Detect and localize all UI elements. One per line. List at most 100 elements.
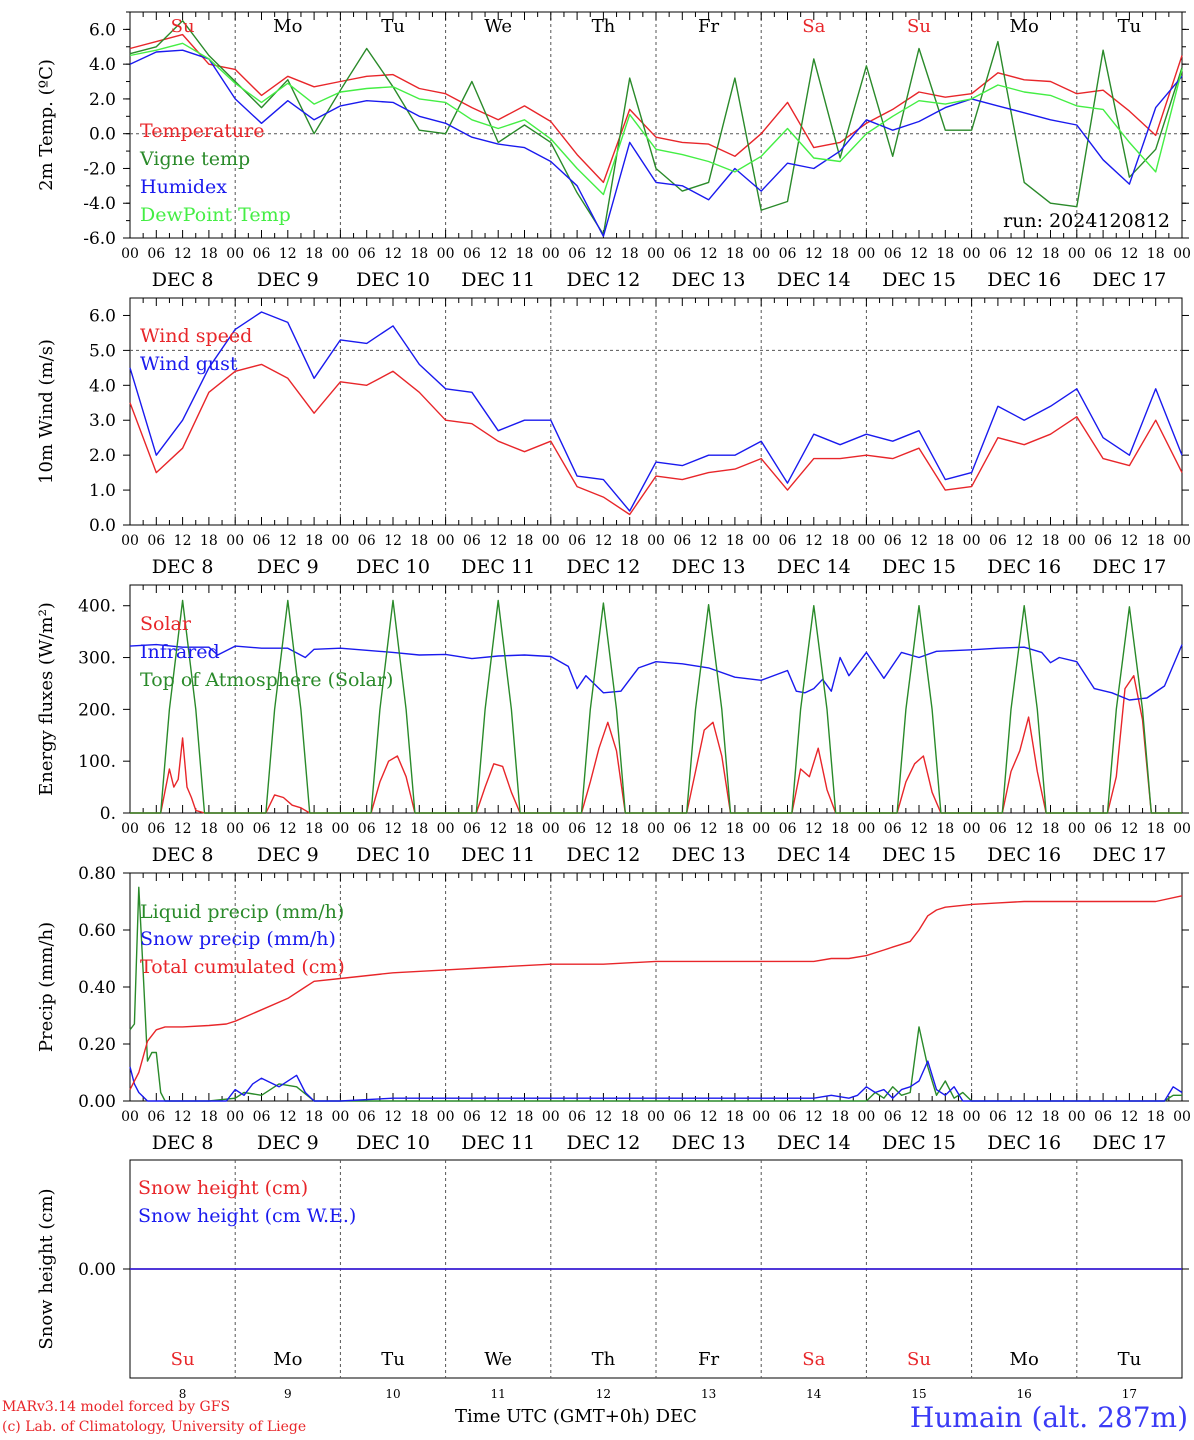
date-label: DEC 8 xyxy=(152,1132,214,1154)
x-axis-month: DEC xyxy=(655,1406,697,1427)
day-number: 12 xyxy=(596,1387,611,1401)
weekday-label: Sa xyxy=(802,1349,825,1370)
date-label: DEC 11 xyxy=(461,1132,535,1154)
hour-tick-label: 12 xyxy=(1015,821,1033,837)
hour-tick-label: 06 xyxy=(989,533,1007,549)
hour-tick-label: 06 xyxy=(463,246,481,262)
y-tick-label: 5.0 xyxy=(89,341,116,361)
hour-tick-label: 06 xyxy=(568,533,586,549)
date-label: DEC 17 xyxy=(1092,269,1166,291)
hour-tick-label: 18 xyxy=(410,246,428,262)
date-label: DEC 15 xyxy=(882,1132,956,1154)
y-tick-label: 4.0 xyxy=(89,376,116,396)
date-label: DEC 9 xyxy=(257,556,319,578)
hour-tick-label: 00 xyxy=(121,821,139,837)
hour-tick-label: 18 xyxy=(621,533,639,549)
date-label: DEC 12 xyxy=(566,269,640,291)
legend-entry: Liquid precip (mm/h) xyxy=(140,901,344,923)
date-label: DEC 13 xyxy=(672,1132,746,1154)
hour-tick-label: 12 xyxy=(174,533,192,549)
date-label: DEC 10 xyxy=(356,1132,430,1154)
date-label: DEC 14 xyxy=(777,269,851,291)
date-label: DEC 11 xyxy=(461,844,535,866)
hour-tick-label: 18 xyxy=(831,821,849,837)
hour-tick-label: 18 xyxy=(200,533,218,549)
date-label: DEC 14 xyxy=(777,1132,851,1154)
hour-tick-label: 12 xyxy=(594,533,612,549)
legend-entry: Wind speed xyxy=(140,325,252,347)
hour-tick-label: 06 xyxy=(884,1109,902,1125)
day-number: 16 xyxy=(1017,1387,1032,1401)
hour-tick-label: 12 xyxy=(384,1109,402,1125)
hour-tick-label: 18 xyxy=(410,533,428,549)
hour-tick-label: 18 xyxy=(200,821,218,837)
hour-tick-label: 18 xyxy=(1147,246,1165,262)
hour-tick-label: 18 xyxy=(410,821,428,837)
hour-tick-label: 00 xyxy=(647,533,665,549)
hour-tick-label: 12 xyxy=(1120,821,1138,837)
hour-tick-label: 12 xyxy=(910,533,928,549)
hour-tick-label: 18 xyxy=(726,246,744,262)
hour-tick-label: 00 xyxy=(542,821,560,837)
hour-tick-label: 12 xyxy=(384,246,402,262)
hour-tick-label: 00 xyxy=(542,1109,560,1125)
hour-tick-label: 06 xyxy=(673,1109,691,1125)
hour-tick-label: 18 xyxy=(936,533,954,549)
y-tick-label: 200. xyxy=(78,700,116,720)
x-axis-title: Time UTC (GMT+0h) DEC xyxy=(455,1406,697,1427)
hour-tick-label: 06 xyxy=(253,821,271,837)
hour-tick-label: 06 xyxy=(884,821,902,837)
hour-tick-label: 06 xyxy=(884,246,902,262)
date-label: DEC 8 xyxy=(152,269,214,291)
y-tick-label: 0. xyxy=(100,804,116,824)
hour-tick-label: 12 xyxy=(384,533,402,549)
hour-tick-label: 00 xyxy=(1173,1109,1191,1125)
date-label: DEC 17 xyxy=(1092,844,1166,866)
legend-entry: Infrared xyxy=(140,641,220,663)
hour-tick-label: 00 xyxy=(121,533,139,549)
y-tick-label: 0.0 xyxy=(89,516,116,536)
date-label: DEC 17 xyxy=(1092,1132,1166,1154)
hour-tick-label: 06 xyxy=(673,821,691,837)
date-label: DEC 11 xyxy=(461,269,535,291)
series-line-temperature xyxy=(129,33,1183,184)
hour-tick-label: 00 xyxy=(226,1109,244,1125)
hour-tick-label: 00 xyxy=(437,533,455,549)
hour-tick-label: 18 xyxy=(305,533,323,549)
run-label: run: 2024120812 xyxy=(1003,210,1170,232)
hour-tick-label: 12 xyxy=(1015,246,1033,262)
y-tick-label: 0.40 xyxy=(78,978,116,998)
hour-tick-label: 12 xyxy=(384,821,402,837)
series-line-infrared xyxy=(129,643,1183,701)
date-label: DEC 13 xyxy=(672,269,746,291)
date-label: DEC 8 xyxy=(152,556,214,578)
hour-tick-label: 12 xyxy=(805,1109,823,1125)
hour-tick-label: 00 xyxy=(331,1109,349,1125)
panel-3: 400. 300. 200. 100. 0. Energy fluxes (W/m²) So… xyxy=(36,584,1189,824)
hour-tick-label: 00 xyxy=(963,821,981,837)
hour-tick-label: 06 xyxy=(989,246,1007,262)
hour-tick-label: 12 xyxy=(805,246,823,262)
date-label: DEC 8 xyxy=(152,844,214,866)
date-label: DEC 16 xyxy=(987,844,1061,866)
y-tick-label: -4.0 xyxy=(83,194,116,214)
date-label: DEC 13 xyxy=(672,844,746,866)
y-tick-label: 1.0 xyxy=(89,481,116,501)
hour-tick-label: 18 xyxy=(200,1109,218,1125)
series-line-top-of-atmosphere-solar- xyxy=(130,599,1182,814)
hour-tick-label: 18 xyxy=(1042,533,1060,549)
weekday-label: Th xyxy=(592,16,616,37)
y-tick-label: 0.0 xyxy=(89,125,116,145)
hour-tick-label: 12 xyxy=(279,1109,297,1125)
hour-tick-label: 00 xyxy=(752,246,770,262)
hour-tick-label: 12 xyxy=(279,246,297,262)
legend-entry: Snow height (cm) xyxy=(138,1177,308,1199)
hour-tick-label: 18 xyxy=(1147,821,1165,837)
legend-entry: Solar xyxy=(140,613,192,635)
hour-tick-label: 00 xyxy=(857,821,875,837)
hour-tick-label: 06 xyxy=(463,533,481,549)
hour-tick-label: 00 xyxy=(963,533,981,549)
weekday-label: Su xyxy=(171,1349,195,1370)
hour-tick-label: 00 xyxy=(1173,246,1191,262)
y-tick-label: 100. xyxy=(78,752,116,772)
